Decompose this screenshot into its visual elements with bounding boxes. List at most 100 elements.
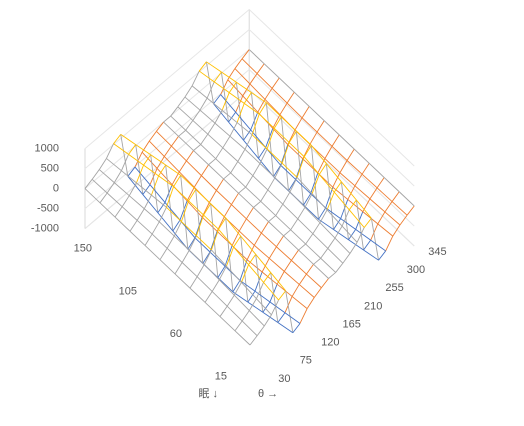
surface-segment <box>243 102 260 115</box>
surface-segment <box>246 207 254 220</box>
surface-segment <box>355 199 364 251</box>
surface-segment <box>143 208 160 223</box>
surface-segment <box>269 301 286 314</box>
surface-segment <box>318 174 335 193</box>
surface-segment <box>177 96 186 108</box>
surface-segment <box>217 265 226 278</box>
surface-segment <box>226 294 235 307</box>
y-axis-label: 眠 ↓ <box>198 387 218 400</box>
surface-segment <box>342 253 351 264</box>
surface-segment <box>268 221 284 237</box>
surface-segment <box>242 95 259 113</box>
surface-segment <box>207 133 224 149</box>
z-tick-label: -500 <box>37 202 59 214</box>
surface-segment <box>184 85 193 98</box>
surface-segment <box>148 140 165 157</box>
surface-segment <box>201 164 209 176</box>
surface-segment <box>178 160 187 173</box>
surface-segment <box>261 258 270 273</box>
surface-segment <box>200 133 209 145</box>
surface-segment <box>204 291 213 303</box>
surface-segment <box>277 322 294 334</box>
surface-segment <box>246 218 262 234</box>
surface-segment <box>281 142 290 164</box>
surface-segment <box>294 117 303 131</box>
surface-segment <box>340 199 349 219</box>
surface-segment <box>186 187 195 202</box>
z-tick-label: 0 <box>53 182 59 194</box>
surface-segment <box>356 227 365 243</box>
surface-segment <box>324 158 341 174</box>
surface-segment <box>240 236 249 303</box>
surface-segment <box>223 178 239 194</box>
surface-segment <box>335 262 344 273</box>
surface-segment <box>230 161 239 174</box>
surface-segment <box>326 163 342 183</box>
surface-segment <box>283 235 299 251</box>
surface-segment <box>166 206 182 222</box>
surface-segment <box>158 221 175 237</box>
surface-segment <box>232 280 241 293</box>
surface-segment <box>159 259 176 275</box>
surface-segment <box>163 145 172 157</box>
surface-segment <box>121 195 130 207</box>
surface-segment <box>253 244 270 259</box>
surface-segment <box>135 144 144 195</box>
surface-segment <box>260 201 276 216</box>
surface-segment <box>180 200 189 222</box>
surface-segment <box>304 193 313 208</box>
surface-segment <box>238 186 246 194</box>
x-axis-label: θ → <box>258 388 278 400</box>
surface-segment <box>283 260 292 272</box>
surface-segment <box>148 131 157 142</box>
surface-segment <box>341 181 357 201</box>
surface-segment <box>121 170 137 184</box>
surface-segment <box>264 99 281 116</box>
surface-segment <box>331 134 340 147</box>
surface-segment <box>171 136 179 147</box>
surface-segment <box>156 131 172 147</box>
surface-segment <box>163 121 179 137</box>
surface-segment <box>185 129 201 145</box>
surface-segment <box>203 249 212 265</box>
surface-segment <box>312 222 321 234</box>
surface-segment <box>120 134 129 177</box>
grid-line <box>84 8 415 167</box>
surface-segment <box>213 81 230 93</box>
surface-segment <box>248 310 265 327</box>
surface-segment <box>295 179 311 195</box>
surface-segment <box>233 282 242 296</box>
surface-segment <box>192 109 201 121</box>
surface-segment <box>323 120 340 136</box>
surface-segment <box>84 179 93 189</box>
surface-segment <box>98 169 115 183</box>
surface-segment <box>121 206 138 221</box>
surface-segment <box>201 216 218 232</box>
surface-segment <box>151 221 160 235</box>
surface-segment <box>266 128 275 150</box>
surface-segment <box>156 156 165 169</box>
surface-segment <box>157 202 166 214</box>
surface-segment <box>143 164 159 177</box>
surface-segment <box>288 130 297 143</box>
surface-segment <box>157 212 174 232</box>
surface-segment <box>231 204 247 220</box>
surface-segment <box>270 272 287 292</box>
surface-segment <box>223 172 231 180</box>
surface-segment <box>303 204 319 220</box>
surface-segment <box>127 166 136 177</box>
surface-segment <box>187 237 196 250</box>
surface-segment <box>210 203 227 219</box>
surface-segment <box>376 187 393 202</box>
surface-segment <box>370 218 379 261</box>
surface-segment <box>165 164 181 176</box>
x-tick-label: 75 <box>300 355 312 367</box>
surface-segment <box>128 182 137 196</box>
surface-segment <box>241 310 250 322</box>
surface-segment <box>255 254 272 273</box>
surface-segment <box>191 85 208 99</box>
surface-segment <box>338 134 355 150</box>
x-tick-label: 120 <box>321 337 339 349</box>
surface-segment <box>249 73 258 85</box>
surface-segment <box>256 63 265 74</box>
